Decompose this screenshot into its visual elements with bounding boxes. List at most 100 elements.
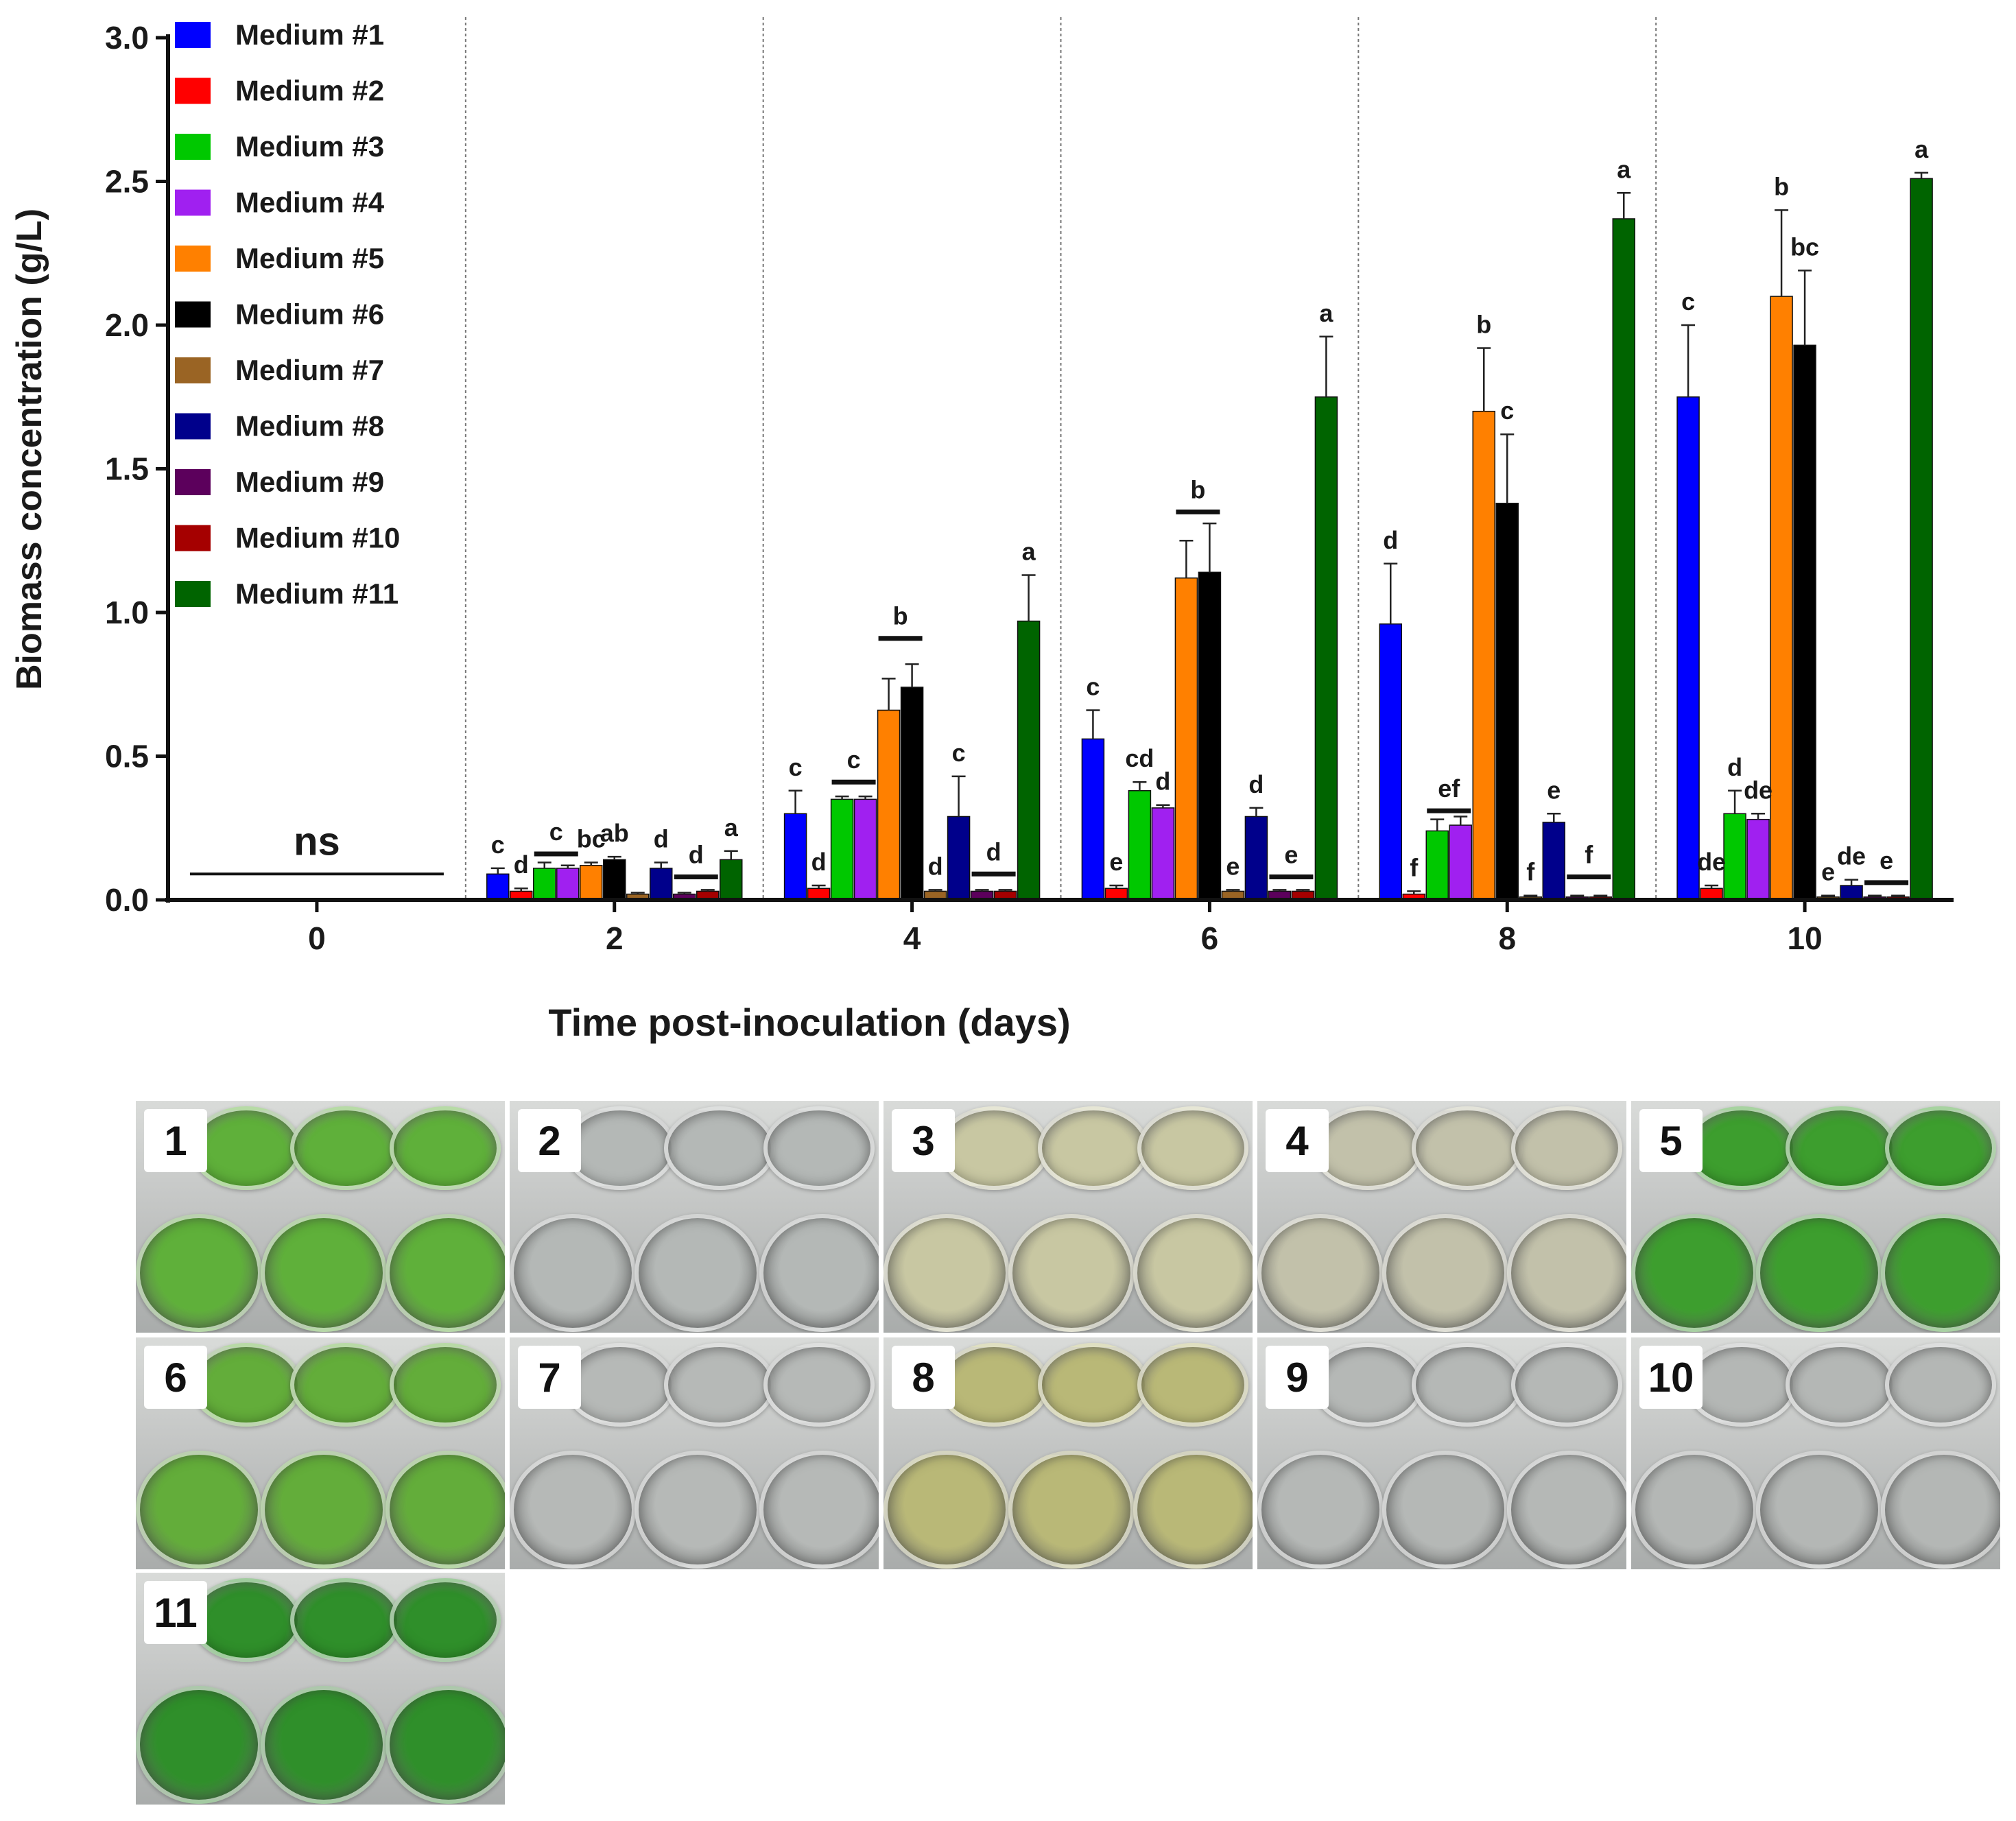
legend: Medium #1 Medium #2 Medium #3 Medium #4 Medi…	[175, 19, 400, 610]
legend-label: Medium #1	[235, 19, 384, 51]
legend-swatch	[175, 22, 211, 48]
y-tick-label: 0.5	[105, 739, 149, 774]
bar	[1081, 738, 1105, 901]
medium-number-label: 7	[518, 1346, 581, 1409]
significance-letter: d	[1248, 770, 1264, 798]
culture-well	[386, 1686, 505, 1804]
significance-letter: d	[986, 837, 1001, 866]
culture-photo-8: 8	[884, 1337, 1253, 1569]
culture-well	[1511, 1106, 1622, 1190]
culture-well	[390, 1106, 501, 1190]
culture-well	[1382, 1214, 1508, 1332]
medium-number-label: 3	[892, 1109, 955, 1172]
significance-letter: e	[1547, 776, 1561, 804]
legend-label: Medium #8	[235, 410, 384, 442]
medium-number-label: 8	[892, 1346, 955, 1409]
significance-letter: a	[1914, 135, 1929, 163]
bar	[1495, 503, 1519, 901]
legend-swatch	[175, 301, 211, 328]
significance-letter: a	[1319, 299, 1333, 327]
significance-letter: b	[1190, 475, 1205, 503]
significance-letter: d	[1383, 526, 1398, 554]
significance-letter: e	[1821, 858, 1835, 886]
culture-well	[664, 1106, 775, 1190]
significance-letter: a	[1617, 155, 1631, 183]
medium-number-label: 5	[1639, 1109, 1703, 1172]
significance-letter: b	[1476, 311, 1491, 339]
culture-well	[386, 1451, 505, 1569]
medium-number-label: 4	[1266, 1109, 1329, 1172]
legend-swatch	[175, 413, 211, 440]
culture-well	[136, 1686, 262, 1804]
culture-well	[1038, 1106, 1149, 1190]
significance-letter: ef	[1438, 774, 1460, 802]
bar	[1910, 178, 1933, 901]
y-tick-label: 2.0	[105, 307, 149, 343]
legend-label: Medium #7	[235, 354, 384, 386]
significance-letter: d	[928, 852, 943, 880]
culture-well	[1312, 1106, 1423, 1190]
x-tick-label: 2	[606, 920, 624, 956]
bar	[1244, 816, 1268, 901]
significance-letter: b	[893, 602, 908, 630]
culture-well	[1257, 1451, 1384, 1569]
culture-well	[261, 1686, 387, 1804]
legend-swatch	[175, 581, 211, 607]
legend-swatch	[175, 525, 211, 551]
culture-well	[290, 1106, 401, 1190]
significance-letter: de	[1744, 776, 1772, 804]
culture-well	[565, 1106, 676, 1190]
bar	[947, 816, 971, 901]
culture-well	[565, 1343, 676, 1427]
legend-label: Medium #9	[235, 466, 384, 498]
significance-letter: b	[1774, 172, 1789, 200]
legend-swatch	[175, 78, 211, 104]
bar	[533, 868, 556, 901]
culture-photo-9: 9	[1257, 1337, 1626, 1569]
culture-well	[1756, 1451, 1882, 1569]
culture-well	[1881, 1451, 2000, 1569]
bar	[853, 798, 877, 901]
significance-letter: bc	[577, 825, 606, 853]
significance-letter: bc	[1790, 233, 1819, 261]
significance-letter: f	[1585, 840, 1593, 868]
culture-well	[1511, 1343, 1622, 1427]
significance-letter: f	[1410, 853, 1419, 881]
x-axis-title: Time post-inoculation (days)	[548, 1001, 1070, 1044]
culture-photo-11: 11	[136, 1573, 505, 1805]
culture-well	[1631, 1214, 1757, 1332]
culture-well	[763, 1343, 875, 1427]
bar	[1151, 807, 1175, 901]
significance-letter: a	[1022, 538, 1036, 566]
culture-well	[1786, 1343, 1897, 1427]
culture-well	[1686, 1343, 1797, 1427]
culture-well	[1008, 1214, 1135, 1332]
legend-swatch	[175, 246, 211, 272]
culture-well	[1137, 1106, 1248, 1190]
culture-well	[1133, 1451, 1253, 1569]
culture-well	[1412, 1343, 1523, 1427]
culture-well	[938, 1106, 1049, 1190]
significance-letter: e	[1226, 852, 1240, 880]
culture-well	[884, 1451, 1010, 1569]
x-tick-label: 10	[1787, 920, 1822, 956]
significance-letter: d	[1727, 753, 1742, 781]
significance-letter: ab	[600, 819, 629, 847]
bar	[877, 709, 901, 901]
significance-letter: f	[1526, 858, 1535, 886]
bar	[1128, 790, 1152, 901]
legend-swatch	[175, 189, 211, 216]
legend-label: Medium #3	[235, 130, 384, 163]
bar	[486, 873, 510, 901]
x-tick-label: 4	[903, 920, 921, 956]
culture-well	[290, 1578, 401, 1662]
legend-swatch	[175, 134, 211, 160]
significance-letter: d	[514, 850, 529, 879]
culture-photo-6: 6	[136, 1337, 505, 1569]
culture-well	[510, 1214, 636, 1332]
culture-well	[884, 1214, 1010, 1332]
culture-photo-5: 5	[1631, 1101, 2000, 1333]
